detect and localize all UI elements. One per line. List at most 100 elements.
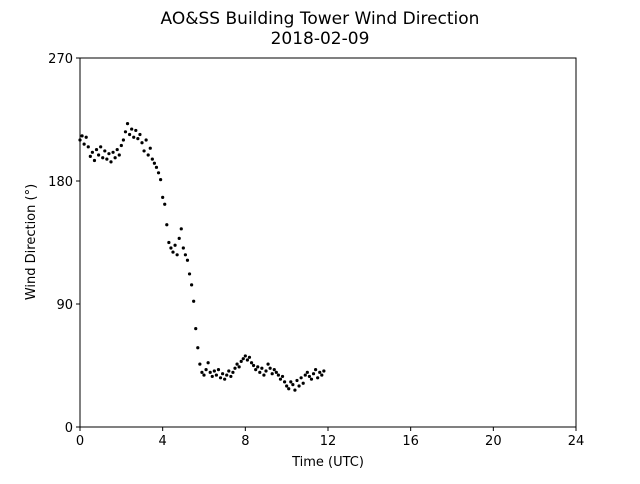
point <box>187 272 192 276</box>
point <box>179 227 183 231</box>
point <box>233 366 237 370</box>
point <box>225 373 229 377</box>
point <box>309 377 314 381</box>
point <box>229 374 233 379</box>
point <box>266 362 270 366</box>
point <box>163 202 167 206</box>
point <box>278 377 283 381</box>
point <box>297 384 301 388</box>
point <box>260 366 264 370</box>
point <box>123 130 128 134</box>
point <box>276 373 280 377</box>
point <box>307 374 311 379</box>
point <box>181 246 185 250</box>
point <box>245 358 249 362</box>
x-tick-label: 24 <box>568 434 585 449</box>
point <box>117 153 121 157</box>
point <box>190 283 194 287</box>
point <box>249 361 254 365</box>
point <box>239 359 243 363</box>
point <box>280 374 285 379</box>
x-tick-label: 16 <box>402 434 419 449</box>
plot-frame <box>79 57 577 428</box>
point <box>218 376 223 380</box>
point <box>132 135 136 139</box>
point <box>198 362 202 366</box>
point <box>256 365 260 369</box>
point <box>254 368 258 372</box>
point <box>206 361 210 365</box>
point <box>78 138 82 142</box>
point <box>320 373 324 377</box>
point <box>287 387 291 391</box>
point <box>301 381 305 385</box>
point <box>183 253 187 257</box>
point <box>177 236 181 240</box>
point <box>82 142 86 146</box>
x-tick-label: 8 <box>241 434 249 449</box>
point <box>154 165 159 169</box>
y-axis-label: Wind Direction (°) <box>24 184 39 300</box>
point <box>216 368 221 372</box>
point <box>285 384 289 388</box>
point <box>107 152 111 156</box>
point <box>200 370 204 374</box>
point <box>169 246 173 250</box>
point <box>111 150 115 154</box>
point <box>247 355 252 359</box>
point <box>270 372 274 376</box>
point <box>274 370 278 374</box>
point <box>171 250 175 254</box>
point <box>150 157 154 161</box>
point <box>144 138 148 142</box>
x-axis-label: Time (UTC) <box>291 455 364 470</box>
point <box>237 365 241 369</box>
x-tick-label: 0 <box>76 434 84 449</box>
point <box>314 368 318 372</box>
point <box>80 134 84 138</box>
point <box>221 372 225 376</box>
point <box>243 354 247 358</box>
point <box>152 161 156 165</box>
point <box>92 158 97 163</box>
point <box>175 253 179 257</box>
point <box>94 147 99 152</box>
point <box>165 223 169 227</box>
point <box>134 128 138 133</box>
point <box>159 178 163 182</box>
point <box>318 370 322 374</box>
point <box>128 132 132 137</box>
point <box>231 370 235 374</box>
point <box>88 154 92 158</box>
point <box>185 258 190 262</box>
point <box>97 153 101 157</box>
point <box>84 135 88 139</box>
point <box>113 156 117 160</box>
point <box>146 153 150 157</box>
point <box>262 373 266 377</box>
point <box>291 383 295 387</box>
point <box>258 370 262 374</box>
point <box>235 362 239 366</box>
x-tick-label: 12 <box>320 434 337 449</box>
point <box>283 380 287 384</box>
point <box>148 146 152 150</box>
point <box>293 388 297 392</box>
y-tick-label: 180 <box>48 175 73 190</box>
point <box>142 149 146 153</box>
x-tick-label: 20 <box>485 434 502 449</box>
y-tick-label: 270 <box>48 52 73 67</box>
point <box>173 243 177 247</box>
point <box>196 346 200 350</box>
point <box>140 141 144 145</box>
point <box>194 327 198 331</box>
point <box>161 195 165 199</box>
point <box>264 369 268 373</box>
point <box>210 374 214 379</box>
y-tick-label: 90 <box>56 298 73 313</box>
point <box>156 171 161 175</box>
point <box>192 299 196 303</box>
point <box>227 369 231 373</box>
